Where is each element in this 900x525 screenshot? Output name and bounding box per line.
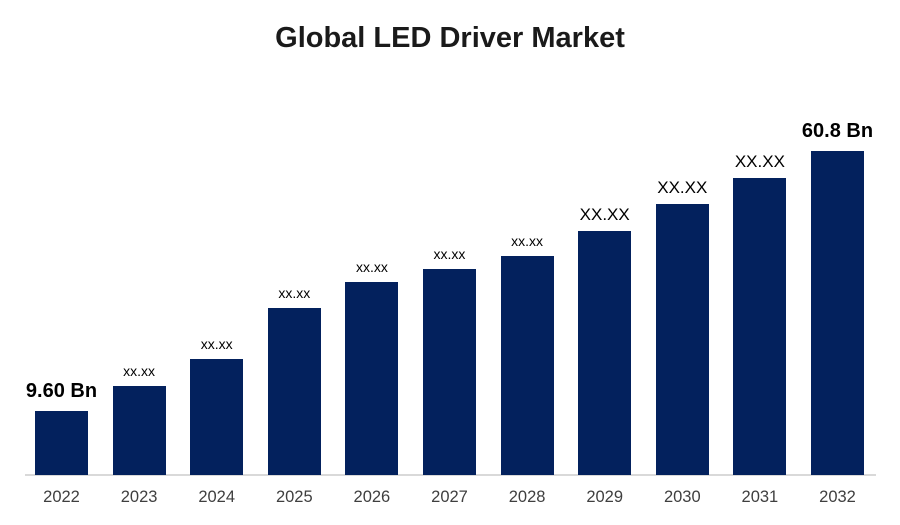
x-axis-tick-label-2029: 2029 <box>586 488 624 506</box>
bar-value-label-2029: XX.XX <box>579 205 630 224</box>
bar-value-label-2023: xx.xx <box>123 363 156 379</box>
bar-2025 <box>267 308 321 475</box>
bar-2029 <box>578 231 632 475</box>
bar-value-label-2028: xx.xx <box>511 233 544 249</box>
bar-value-label-2030: XX.XX <box>657 178 708 197</box>
bar-value-label-2022: 9.60 Bn <box>25 380 98 402</box>
x-axis-tick-label-2022: 2022 <box>43 488 80 506</box>
bar-2022 <box>35 411 88 475</box>
bar-value-label-2032: 60.8 Bn <box>801 120 874 142</box>
x-axis-tick-label-2027: 2027 <box>431 488 468 506</box>
bar-2030 <box>655 204 709 475</box>
bar-2032 <box>811 151 864 475</box>
bar-value-label-2025: xx.xx <box>278 285 311 301</box>
bar-value-label-2026: xx.xx <box>355 259 388 275</box>
x-axis-tick-label-2023: 2023 <box>120 488 158 506</box>
bar-value-label-2031: XX.XX <box>734 152 785 171</box>
bar-2027 <box>423 269 476 475</box>
bar-2028 <box>500 256 554 475</box>
x-axis-tick-label-2026: 2026 <box>353 488 391 506</box>
x-axis-line <box>25 474 876 476</box>
bar-2024 <box>190 359 244 475</box>
bar-2026 <box>345 282 399 475</box>
bar-2023 <box>112 386 166 475</box>
bar-value-label-2024: xx.xx <box>200 336 233 352</box>
bar-value-label-2027: xx.xx <box>433 246 466 262</box>
x-axis-tick-label-2030: 2030 <box>663 488 701 506</box>
chart-title: Global LED Driver Market <box>275 22 625 54</box>
x-axis-tick-label-2032: 2032 <box>819 488 856 506</box>
x-axis-tick-label-2025: 2025 <box>275 488 313 506</box>
x-axis-tick-label-2024: 2024 <box>198 488 236 506</box>
bar-2031 <box>733 178 787 475</box>
x-axis-tick-label-2031: 2031 <box>741 488 779 506</box>
x-axis-tick-label-2028: 2028 <box>508 488 546 506</box>
